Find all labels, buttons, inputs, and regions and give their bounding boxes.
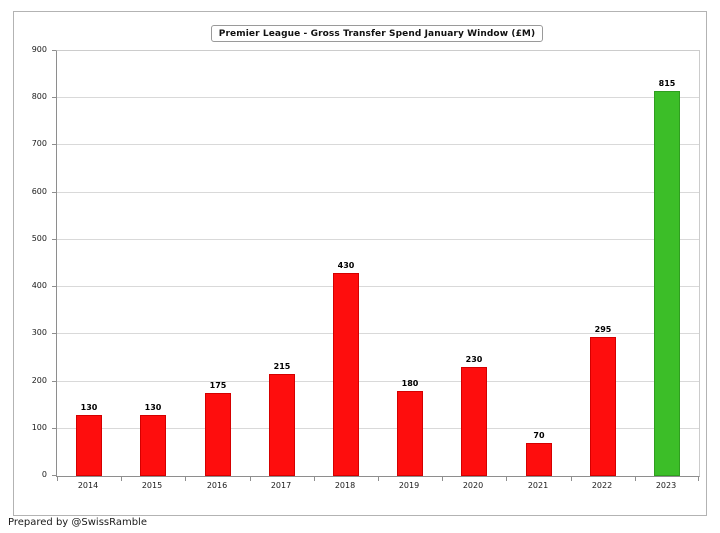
y-tick-label-0: 0 — [41, 470, 47, 479]
bar-value-label-2015: 130 — [144, 403, 162, 412]
bar-2018 — [333, 273, 359, 476]
x-tick-mark-0 — [57, 477, 58, 481]
x-category-label-2016: 2016 — [206, 481, 228, 490]
y-tick-mark-400 — [52, 286, 56, 288]
x-category-label-2018: 2018 — [334, 481, 356, 490]
x-tick-mark-4 — [314, 477, 315, 481]
y-tick-label-500: 500 — [31, 233, 47, 243]
bar-value-label-2022: 295 — [594, 325, 612, 334]
y-tick-mark-800 — [52, 97, 56, 99]
y-tick-label-200: 200 — [31, 375, 47, 385]
gridline-100 — [57, 427, 699, 429]
y-tick-mark-300 — [52, 333, 56, 335]
y-tick-label-900: 900 — [31, 45, 47, 54]
x-category-label-2014: 2014 — [77, 481, 99, 490]
gridline-200 — [57, 380, 699, 382]
y-tick-mark-100 — [52, 427, 56, 429]
bar-value-label-2023: 815 — [658, 79, 676, 88]
bar-value-label-2019: 180 — [401, 379, 419, 388]
x-tick-mark-7 — [506, 477, 507, 481]
y-tick-label-800: 800 — [31, 92, 47, 102]
y-tick-label-400: 400 — [31, 281, 47, 291]
y-tick-mark-0 — [52, 475, 56, 476]
gridline-400 — [57, 286, 699, 288]
y-tick-label-100: 100 — [31, 422, 47, 432]
bar-value-label-2014: 130 — [80, 403, 98, 412]
gridline-500 — [57, 238, 699, 240]
bar-2016 — [205, 393, 231, 476]
y-tick-label-700: 700 — [31, 139, 47, 149]
x-category-label-2021: 2021 — [527, 481, 549, 490]
y-tick-mark-900 — [52, 50, 56, 51]
y-tick-mark-600 — [52, 191, 56, 193]
bar-value-label-2020: 230 — [465, 355, 483, 364]
bar-value-label-2016: 175 — [209, 381, 227, 390]
x-category-label-2017: 2017 — [270, 481, 292, 490]
y-tick-mark-700 — [52, 144, 56, 146]
bar-2019 — [397, 391, 423, 476]
credit-text: Prepared by @SwissRamble — [8, 517, 147, 528]
bar-2017 — [269, 374, 295, 476]
bar-value-label-2017: 215 — [273, 362, 291, 371]
bar-value-label-2018: 430 — [337, 261, 355, 270]
x-category-label-2015: 2015 — [141, 481, 163, 490]
gridline-800 — [57, 97, 699, 99]
x-tick-mark-1 — [121, 477, 122, 481]
bar-2014 — [76, 415, 102, 476]
x-tick-mark-6 — [442, 477, 443, 481]
y-tick-label-600: 600 — [31, 186, 47, 196]
chart-frame: Premier League - Gross Transfer Spend Ja… — [13, 11, 707, 516]
y-tick-mark-200 — [52, 380, 56, 382]
x-category-label-2022: 2022 — [591, 481, 613, 490]
chart-title-row: Premier League - Gross Transfer Spend Ja… — [56, 21, 698, 42]
x-tick-mark-9 — [635, 477, 636, 481]
x-category-label-2023: 2023 — [655, 481, 677, 490]
bar-2023 — [654, 91, 680, 476]
x-tick-mark-3 — [250, 477, 251, 481]
bar-value-label-2021: 70 — [533, 431, 545, 440]
plot-area: 130 130 175 215 430 180 230 70 295 815 — [52, 50, 700, 481]
bar-2015 — [140, 415, 166, 476]
x-tick-mark-5 — [378, 477, 379, 481]
bar-2021 — [526, 443, 552, 476]
x-tick-mark-8 — [571, 477, 572, 481]
chart-title: Premier League - Gross Transfer Spend Ja… — [210, 25, 544, 42]
gridline-700 — [57, 144, 699, 146]
gridline-300 — [57, 333, 699, 335]
x-category-label-2019: 2019 — [398, 481, 420, 490]
bar-2022 — [590, 337, 616, 476]
x-tick-mark-10 — [698, 477, 699, 481]
bar-2020 — [461, 367, 487, 476]
x-tick-mark-2 — [185, 477, 186, 481]
y-tick-mark-500 — [52, 238, 56, 240]
y-tick-label-300: 300 — [31, 328, 47, 338]
gridline-600 — [57, 191, 699, 193]
x-category-label-2020: 2020 — [462, 481, 484, 490]
